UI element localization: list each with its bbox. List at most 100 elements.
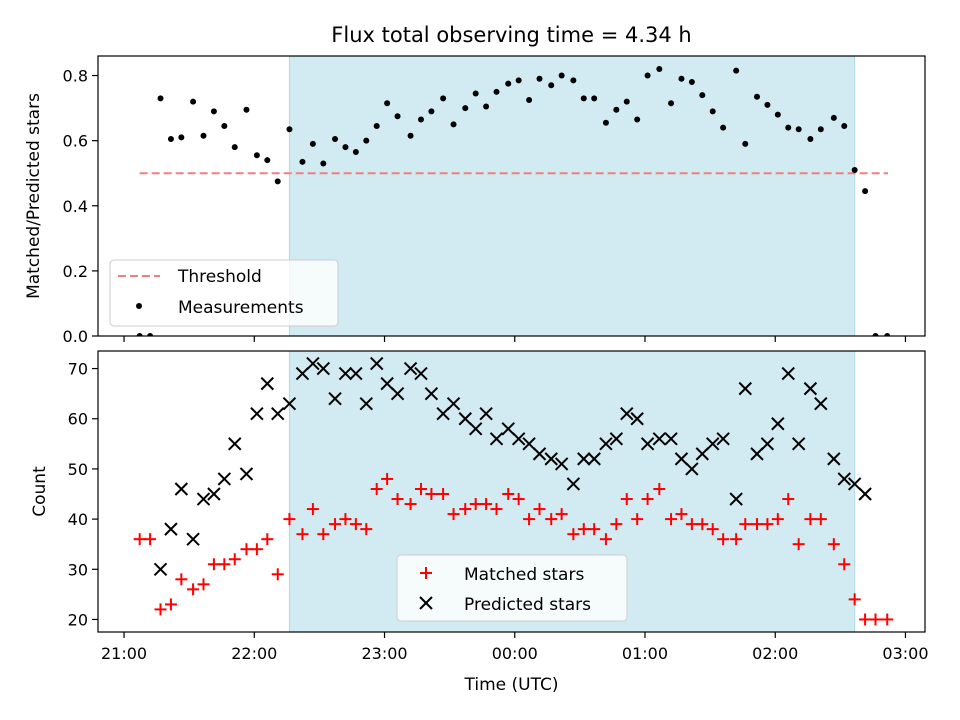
measurement-point: [623, 98, 630, 105]
matched-star-point: [545, 513, 558, 526]
x-tick: 00:00: [492, 632, 538, 663]
measurement-points: [136, 66, 891, 336]
matched-star-point: [381, 472, 394, 485]
measurement-point: [872, 333, 879, 336]
bottom-panel: 20 30 40 50 60 70 21:00 22:00 23:00 00:00 01:00 02…: [30, 350, 929, 695]
x-tick-label: 22:00: [231, 644, 277, 663]
y-tick: 60: [68, 410, 98, 429]
legend-threshold-label: Threshold: [177, 267, 262, 287]
predicted-star-point: [489, 432, 504, 446]
matched-star-point: [750, 518, 763, 531]
predicted-star-point: [760, 437, 775, 451]
measurement-point: [332, 136, 339, 143]
measurement-point: [147, 333, 154, 336]
measurement-point: [352, 149, 359, 156]
predicted-star-point: [620, 407, 634, 421]
measurement-point: [634, 116, 641, 123]
predicted-star-point: [403, 361, 418, 376]
measurement-point: [264, 157, 271, 164]
measurement-point: [764, 101, 771, 108]
y-tick-label: 20: [68, 610, 88, 629]
matched-star-point: [469, 498, 482, 511]
matched-star-point: [261, 533, 274, 546]
matched-star-point: [296, 528, 309, 541]
predicted-star-point: [217, 472, 232, 486]
matched-star-point: [339, 513, 352, 526]
predicted-star-point: [664, 432, 678, 446]
matched-star-point: [555, 508, 568, 521]
predicted-star-point: [781, 366, 795, 381]
predicted-stars-points: [153, 356, 872, 576]
predicted-star-point: [738, 381, 752, 396]
matched-star-point: [283, 513, 296, 526]
predicted-star-point: [587, 452, 601, 466]
predicted-star-point: [390, 386, 405, 401]
legend-measurements-label: Measurements: [178, 298, 304, 318]
measurement-point: [830, 114, 837, 121]
measurement-point: [841, 123, 848, 129]
matched-stars-points: [133, 472, 894, 626]
matched-star-point: [696, 518, 709, 531]
predicted-star-point: [630, 412, 644, 426]
y-tick: 0.4: [63, 197, 98, 216]
matched-star-point: [502, 488, 515, 501]
predicted-star-point: [577, 452, 591, 466]
predicted-star-point: [349, 366, 363, 381]
measurement-point: [699, 92, 706, 99]
predicted-star-point: [858, 487, 872, 501]
measurement-point: [462, 105, 469, 112]
matched-star-point: [228, 553, 241, 566]
bottom-y-axis-label: Count: [30, 466, 50, 517]
matched-star-point: [827, 538, 840, 551]
measurement-point: [505, 80, 512, 87]
predicted-star-point: [174, 482, 189, 496]
measurement-point: [678, 75, 685, 82]
legend-box: [396, 554, 628, 622]
measurement-point: [591, 95, 598, 102]
measurement-point: [536, 75, 543, 82]
measurement-point: [417, 116, 424, 123]
measurement-point: [286, 126, 293, 133]
legend-box: [109, 259, 339, 327]
measurement-point: [190, 98, 197, 105]
y-tick-label: 0.2: [63, 262, 88, 281]
predicted-star-point: [554, 457, 569, 471]
predicted-star-point: [424, 386, 439, 401]
x-tick-label: 02:00: [752, 644, 798, 663]
y-tick: 20: [68, 610, 98, 629]
legend-matched-swatch: [420, 567, 432, 579]
measurement-point: [221, 123, 228, 129]
measurement-point: [394, 113, 401, 120]
measurement-point: [373, 123, 380, 129]
matched-star-point: [706, 523, 719, 536]
x-tick: 01:00: [622, 632, 668, 663]
matched-star-point: [391, 493, 404, 506]
y-tick-label: 50: [68, 460, 88, 479]
measurement-point: [742, 140, 749, 147]
predicted-star-point: [847, 477, 862, 491]
matched-star-point: [175, 573, 188, 586]
matched-star-point: [480, 498, 493, 511]
matched-star-point: [447, 508, 460, 521]
matched-star-point: [859, 613, 872, 626]
predicted-star-point: [338, 366, 353, 381]
y-tick: 0.0: [63, 327, 98, 346]
bottom-x-ticks: 21:00 22:00 23:00 00:00 01:00 02:00 03:00: [101, 632, 929, 663]
y-tick-label: 0.6: [63, 132, 88, 151]
predicted-star-point: [239, 467, 254, 481]
measurement-point: [602, 119, 609, 126]
x-tick-label: 01:00: [622, 644, 668, 663]
predicted-star-point: [328, 391, 342, 406]
measurement-point: [733, 67, 740, 74]
matched-star-point: [881, 613, 894, 626]
matched-star-point: [641, 493, 654, 506]
predicted-star-point: [260, 376, 275, 391]
matched-star-point: [675, 508, 688, 521]
legend-matched-label: Matched stars: [464, 565, 584, 585]
x-tick-label: 00:00: [492, 644, 538, 663]
measurement-point: [243, 106, 250, 113]
matched-star-point: [197, 578, 210, 591]
measurement-point: [483, 103, 490, 110]
predicted-star-point: [196, 492, 211, 506]
predicted-star-point: [640, 437, 655, 451]
